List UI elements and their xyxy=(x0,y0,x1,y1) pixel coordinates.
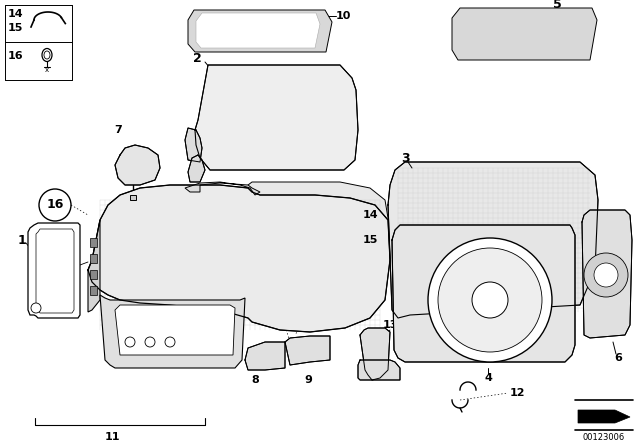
Circle shape xyxy=(594,263,618,287)
Circle shape xyxy=(125,337,135,347)
Text: 1: 1 xyxy=(18,233,26,246)
Polygon shape xyxy=(115,145,160,185)
Circle shape xyxy=(584,253,628,297)
Circle shape xyxy=(145,337,155,347)
Polygon shape xyxy=(388,162,598,318)
Polygon shape xyxy=(115,305,235,355)
Bar xyxy=(90,286,97,295)
Text: 8: 8 xyxy=(251,375,259,385)
Text: 11: 11 xyxy=(104,432,120,442)
Circle shape xyxy=(438,248,542,352)
Text: 16: 16 xyxy=(8,51,24,61)
Text: 7: 7 xyxy=(114,125,122,135)
Polygon shape xyxy=(245,342,285,370)
Polygon shape xyxy=(28,223,80,318)
Polygon shape xyxy=(358,360,400,380)
Text: 15: 15 xyxy=(362,235,378,245)
Polygon shape xyxy=(88,220,100,312)
Polygon shape xyxy=(196,13,320,48)
Text: 2: 2 xyxy=(193,52,202,65)
Text: 16: 16 xyxy=(46,198,64,211)
Text: 5: 5 xyxy=(552,0,561,12)
Polygon shape xyxy=(100,295,245,368)
Polygon shape xyxy=(578,410,630,423)
Polygon shape xyxy=(245,182,390,310)
Polygon shape xyxy=(185,182,260,195)
Text: 12: 12 xyxy=(510,388,525,398)
Ellipse shape xyxy=(42,48,52,61)
Text: 9: 9 xyxy=(304,375,312,385)
Bar xyxy=(90,270,97,279)
Polygon shape xyxy=(188,155,205,182)
Text: 10: 10 xyxy=(336,11,351,21)
Polygon shape xyxy=(195,65,358,170)
Ellipse shape xyxy=(44,51,50,59)
Polygon shape xyxy=(582,210,632,338)
Text: 15: 15 xyxy=(8,23,24,33)
Polygon shape xyxy=(188,10,332,52)
Circle shape xyxy=(165,337,175,347)
Bar xyxy=(90,238,97,247)
Polygon shape xyxy=(36,229,74,313)
Text: x: x xyxy=(45,67,49,73)
Text: 6: 6 xyxy=(614,353,622,363)
Polygon shape xyxy=(285,336,330,365)
Bar xyxy=(130,195,136,200)
Polygon shape xyxy=(452,8,597,60)
Text: 14: 14 xyxy=(362,210,378,220)
Text: 3: 3 xyxy=(401,151,410,164)
Text: 13: 13 xyxy=(382,320,397,330)
Circle shape xyxy=(428,238,552,362)
Text: 4: 4 xyxy=(484,373,492,383)
Bar xyxy=(90,254,97,263)
Polygon shape xyxy=(360,328,390,380)
Circle shape xyxy=(472,282,508,318)
Polygon shape xyxy=(392,225,575,362)
Polygon shape xyxy=(88,185,390,332)
Text: 14: 14 xyxy=(8,9,24,19)
Polygon shape xyxy=(185,128,202,162)
Text: 00123006: 00123006 xyxy=(583,434,625,443)
Circle shape xyxy=(31,303,41,313)
